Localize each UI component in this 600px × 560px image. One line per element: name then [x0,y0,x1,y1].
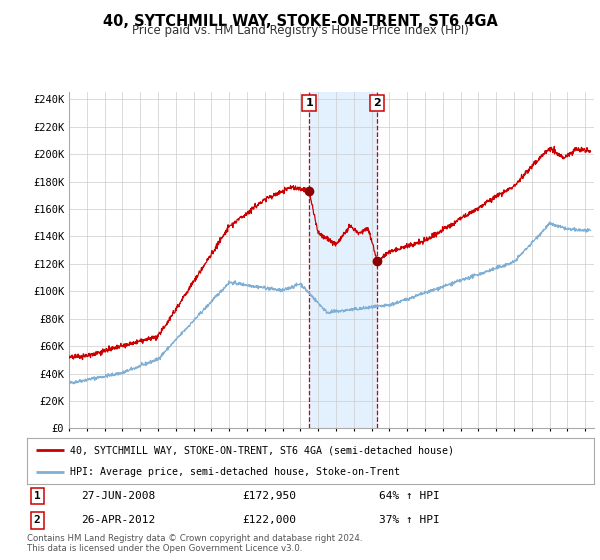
Text: 2: 2 [373,99,381,109]
Text: £122,000: £122,000 [242,515,296,525]
Text: 27-JUN-2008: 27-JUN-2008 [81,491,155,501]
Text: 1: 1 [305,99,313,109]
Text: 40, SYTCHMILL WAY, STOKE-ON-TRENT, ST6 4GA: 40, SYTCHMILL WAY, STOKE-ON-TRENT, ST6 4… [103,14,497,29]
Text: 26-APR-2012: 26-APR-2012 [81,515,155,525]
Text: HPI: Average price, semi-detached house, Stoke-on-Trent: HPI: Average price, semi-detached house,… [70,468,400,477]
Text: Contains HM Land Registry data © Crown copyright and database right 2024.
This d: Contains HM Land Registry data © Crown c… [27,534,362,553]
Text: 1: 1 [34,491,41,501]
Text: 64% ↑ HPI: 64% ↑ HPI [379,491,439,501]
Text: 40, SYTCHMILL WAY, STOKE-ON-TRENT, ST6 4GA (semi-detached house): 40, SYTCHMILL WAY, STOKE-ON-TRENT, ST6 4… [70,445,454,455]
Bar [309,92,377,428]
Text: 37% ↑ HPI: 37% ↑ HPI [379,515,439,525]
Text: Price paid vs. HM Land Registry's House Price Index (HPI): Price paid vs. HM Land Registry's House … [131,24,469,37]
Text: £172,950: £172,950 [242,491,296,501]
Text: 2: 2 [34,515,41,525]
